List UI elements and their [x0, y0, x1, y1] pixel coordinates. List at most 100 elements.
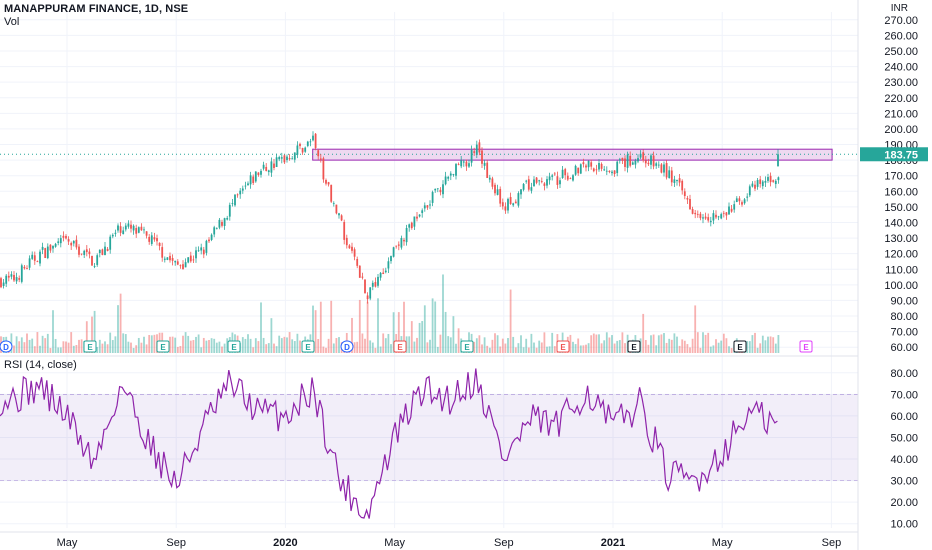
candle-body: [231, 203, 234, 204]
candle-body: [691, 209, 694, 214]
candle-body: [374, 282, 377, 287]
candle-body: [340, 215, 343, 221]
candle-body: [403, 239, 405, 242]
volume-bar: [759, 343, 762, 353]
volume-bar: [299, 340, 301, 353]
last-price-badge: [860, 147, 928, 162]
candle-body: [561, 169, 564, 179]
rsi-panel: [0, 368, 858, 519]
volume-bar: [15, 336, 18, 353]
volume-bar: [613, 343, 616, 353]
volume-bar: [148, 334, 151, 353]
volume-bar: [106, 344, 109, 353]
candle-body: [512, 203, 515, 206]
volume-bar: [421, 321, 424, 353]
candle-body: [257, 172, 260, 175]
candle-body: [358, 265, 361, 278]
x-tick-label: Sep: [166, 537, 186, 549]
candle-body: [265, 166, 268, 171]
candle-body: [236, 194, 239, 196]
candle-body: [525, 180, 528, 182]
volume-bar: [501, 338, 504, 353]
volume-bar: [746, 341, 749, 353]
volume-bar: [582, 345, 585, 353]
candle-body: [280, 157, 283, 159]
candle-body: [767, 177, 769, 181]
candle-body: [631, 162, 634, 165]
volume-bar: [533, 342, 535, 353]
candle-body: [774, 180, 777, 185]
resistance-zone: [0, 148, 858, 161]
volume-bar: [410, 321, 413, 353]
volume-bar: [260, 302, 262, 353]
volume-bar: [751, 335, 754, 353]
volume-bar: [275, 346, 278, 353]
candle-body: [665, 162, 668, 178]
candle-body: [527, 179, 530, 190]
volume-bar: [153, 334, 156, 353]
volume-bar: [517, 343, 520, 353]
volume-bar: [754, 332, 756, 353]
volume-bar: [509, 289, 512, 353]
volume-bar: [67, 342, 70, 353]
volume-bar: [481, 344, 483, 353]
volume-bar: [455, 343, 457, 353]
volume-bar: [600, 343, 603, 353]
volume-bar: [652, 334, 655, 353]
x-tick-label: 2020: [273, 537, 297, 549]
volume-bar: [548, 346, 551, 353]
candle-body: [777, 177, 780, 181]
volume-bar: [280, 338, 283, 353]
candle-body: [338, 213, 340, 216]
volume-bar: [592, 333, 595, 353]
candle-body: [663, 164, 665, 173]
volume-bar: [36, 332, 39, 353]
volume-bar: [205, 340, 208, 353]
earnings-marker: [227, 340, 241, 353]
volume-bar: [728, 346, 730, 353]
volume-bar: [434, 301, 437, 353]
candle-body: [322, 158, 325, 180]
volume-bar: [486, 345, 489, 353]
volume-bar: [473, 341, 476, 353]
candle-body: [158, 242, 161, 246]
candle-body: [400, 237, 403, 248]
volume-bar: [538, 340, 541, 353]
volume-bar: [221, 346, 223, 353]
volume-bar: [59, 347, 62, 353]
candle-body: [439, 189, 442, 193]
candle-body: [83, 250, 86, 255]
candle-body: [733, 204, 736, 210]
candle-body: [491, 178, 494, 187]
price-tick-label: 80.00: [890, 311, 918, 323]
candle-body: [605, 170, 608, 172]
candle-body: [564, 169, 567, 176]
volume-bar: [192, 340, 195, 353]
volume-bar: [18, 341, 21, 353]
candle-body: [566, 175, 569, 180]
candle-body: [746, 196, 749, 198]
candle-body: [57, 241, 60, 243]
candle-body: [54, 243, 57, 247]
event-marker-label: D: [3, 343, 9, 352]
earnings-marker: [156, 340, 170, 353]
candle-body: [239, 190, 242, 195]
candle-body: [13, 274, 15, 281]
candle-body: [569, 178, 572, 180]
volume-bar: [143, 336, 145, 353]
candle-body: [80, 253, 83, 255]
volume-bar: [408, 336, 411, 353]
candle-body: [278, 157, 281, 160]
candle-body: [504, 206, 507, 211]
candle-body: [720, 214, 723, 219]
x-tick-label: May: [57, 537, 78, 549]
candle-body: [483, 162, 486, 166]
candle-body: [410, 222, 413, 229]
candle-body: [540, 181, 543, 183]
event-marker: E: [227, 340, 241, 353]
volume-bar: [283, 336, 286, 353]
candle-body: [2, 282, 5, 286]
candle-body: [26, 268, 28, 269]
